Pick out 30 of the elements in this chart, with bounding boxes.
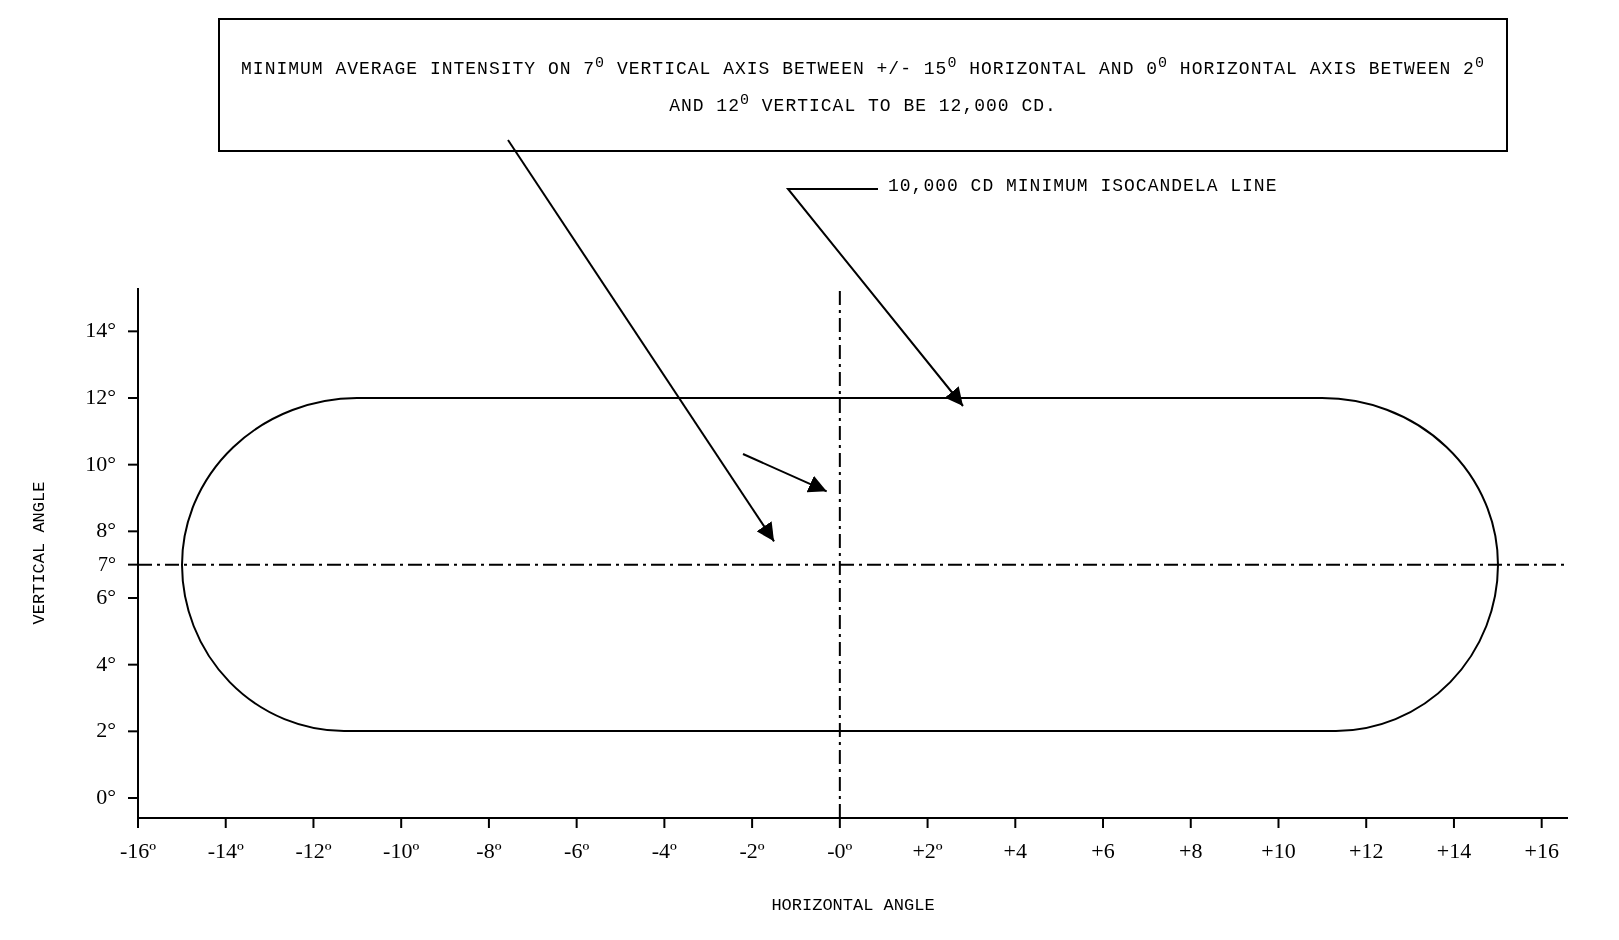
x-tick-label: -6º [564, 838, 590, 863]
y-tick-label: 2° [96, 717, 116, 743]
y-tick-label: 0° [96, 784, 116, 809]
x-tick-label: +8 [1179, 838, 1203, 863]
x-tick-label: -2º [739, 838, 765, 863]
y-tick-label: 8° [96, 517, 116, 543]
y-tick-label: 4° [96, 650, 116, 676]
y-tick-label: 10° [85, 450, 116, 476]
y-tick-label: 14° [85, 317, 116, 343]
x-tick-label: +6 [1091, 838, 1115, 863]
x-tick-label: -12º [295, 838, 332, 863]
x-tick-label: +12 [1349, 838, 1384, 863]
x-tick-label: -14º [207, 838, 244, 863]
y-tick-label: 6° [96, 584, 116, 609]
x-tick-label: -10º [383, 838, 420, 863]
x-tick-label: -8º [476, 838, 502, 863]
x-tick-label: -0º [827, 838, 853, 863]
y-tick-label: 12° [85, 384, 116, 409]
y-axis-title: VERTICAL ANGLE [30, 481, 50, 625]
x-tick-label: +2º [912, 838, 943, 863]
x-tick-label: -16º [119, 838, 157, 863]
text: MINIMUM AVERAGE INTENSITY ON 7$^{0}$ VERTICAL AXIS BETWEEN +/- 15$^{0}$ HORIZONTAL AND 0$^{0}$ HORIZONTAL AXIS BETWEEN 2$^{0}$ AND 12$^{0}$ VERTICAL TO BE 12,000 CD. [241, 55, 1485, 116]
y-tick-label: 7° [98, 552, 116, 575]
x-axis-title: HORIZONTAL ANGLE [771, 896, 935, 915]
x-tick-label: -4º [651, 838, 678, 863]
x-tick-label: +10 [1261, 838, 1296, 863]
x-tick-label: +14 [1436, 838, 1472, 863]
x-tick-label: +16 [1524, 838, 1559, 863]
text: 10,000 CD MINIMUM ISOCANDELA LINE [888, 176, 1278, 196]
x-tick-label: +4 [1003, 838, 1028, 863]
